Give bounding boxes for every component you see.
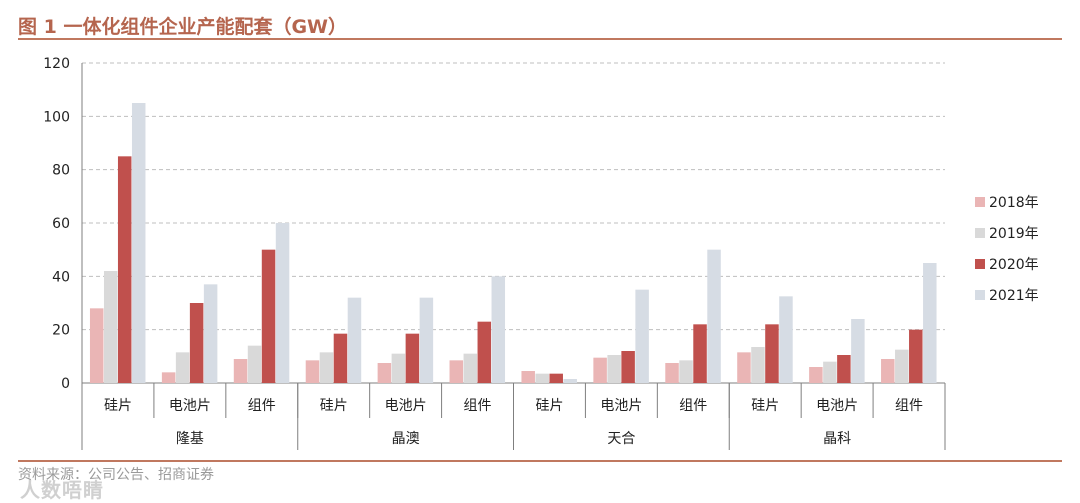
- category-label: 组件: [679, 398, 707, 414]
- bar: [837, 355, 851, 383]
- bar: [737, 352, 751, 383]
- bar: [391, 353, 406, 383]
- y-tick-label: 60: [52, 216, 70, 232]
- group-label: 晶科: [823, 431, 851, 447]
- legend-label: 2018年: [989, 195, 1039, 211]
- bar: [377, 363, 392, 383]
- watermark-text: 人数唔睛: [20, 478, 104, 502]
- category-label: 硅片: [751, 398, 779, 414]
- bar: [693, 324, 707, 383]
- bar: [175, 352, 190, 383]
- bar: [103, 271, 118, 383]
- bar: [679, 360, 693, 383]
- bar: [751, 347, 765, 383]
- category-label: 硅片: [104, 398, 132, 414]
- category-label: 组件: [248, 398, 276, 414]
- legend-swatch: [975, 197, 985, 207]
- category-label: 电池片: [600, 398, 642, 414]
- group-label: 晶澳: [392, 431, 420, 447]
- bar: [463, 353, 478, 383]
- legend-label: 2021年: [989, 288, 1039, 304]
- category-label: 组件: [464, 398, 492, 414]
- bar: [261, 249, 276, 383]
- bar: [131, 103, 146, 383]
- bar: [607, 355, 621, 383]
- legend-swatch: [975, 259, 985, 269]
- category-label: 硅片: [535, 398, 563, 414]
- legend-label: 2019年: [989, 226, 1039, 242]
- bar: [419, 297, 434, 383]
- bar: [895, 349, 909, 383]
- y-tick-label: 20: [52, 323, 70, 339]
- bar: [233, 359, 248, 383]
- bar: [117, 156, 132, 383]
- y-tick-label: 80: [52, 163, 70, 179]
- category-label: 硅片: [320, 398, 348, 414]
- bar: [347, 297, 362, 383]
- bar: [809, 367, 823, 383]
- bar: [923, 263, 937, 383]
- bar: [449, 360, 464, 383]
- bar: [593, 357, 607, 383]
- legend-swatch: [975, 290, 985, 300]
- figure-header: 图 1 一体化组件企业产能配套（GW）: [18, 8, 1062, 38]
- bar: [89, 308, 104, 383]
- bar: [305, 360, 320, 383]
- bar: [405, 333, 420, 383]
- bar: [665, 363, 679, 383]
- y-tick-label: 120: [43, 56, 70, 72]
- bar: [621, 351, 635, 383]
- bar: [275, 223, 290, 383]
- y-tick-label: 100: [43, 109, 70, 125]
- bar: [823, 361, 837, 383]
- legend-label: 2020年: [989, 257, 1039, 273]
- bar: [549, 373, 563, 383]
- bar: [563, 379, 577, 383]
- group-label: 隆基: [176, 430, 204, 447]
- source-note: 资料来源：公司公告、招商证券: [18, 467, 214, 483]
- bar: [881, 359, 895, 383]
- bar: [765, 324, 779, 383]
- category-label: 电池片: [169, 398, 211, 414]
- bar: [635, 289, 649, 383]
- bar: [247, 345, 262, 383]
- bar: [477, 321, 492, 383]
- bar: [779, 296, 793, 383]
- bar-chart: 0 20 40 60 80 100 120 硅片 电池片 组件 硅片 电池片 组件 硅片 电池片 组件 硅片 电池…: [43, 56, 1039, 450]
- bar: [491, 276, 506, 383]
- category-label: 电池片: [816, 398, 858, 414]
- bar: [333, 333, 348, 383]
- figure-title: 图 1 一体化组件企业产能配套（GW）: [18, 16, 348, 38]
- legend-swatch: [975, 228, 985, 238]
- category-label: 组件: [895, 398, 923, 414]
- bar: [909, 329, 923, 383]
- bar: [203, 284, 218, 383]
- bar: [521, 371, 535, 383]
- category-label: 电池片: [385, 398, 427, 414]
- bar: [707, 249, 721, 383]
- bar: [535, 373, 549, 383]
- bar: [851, 319, 865, 383]
- bar: [161, 372, 176, 383]
- group-label: 天合: [607, 431, 635, 447]
- source-rule: [18, 460, 1062, 462]
- title-rule: [18, 38, 1062, 40]
- bar: [189, 303, 204, 383]
- y-tick-label: 0: [61, 376, 70, 392]
- y-tick-label: 40: [52, 269, 70, 285]
- bar: [319, 352, 334, 383]
